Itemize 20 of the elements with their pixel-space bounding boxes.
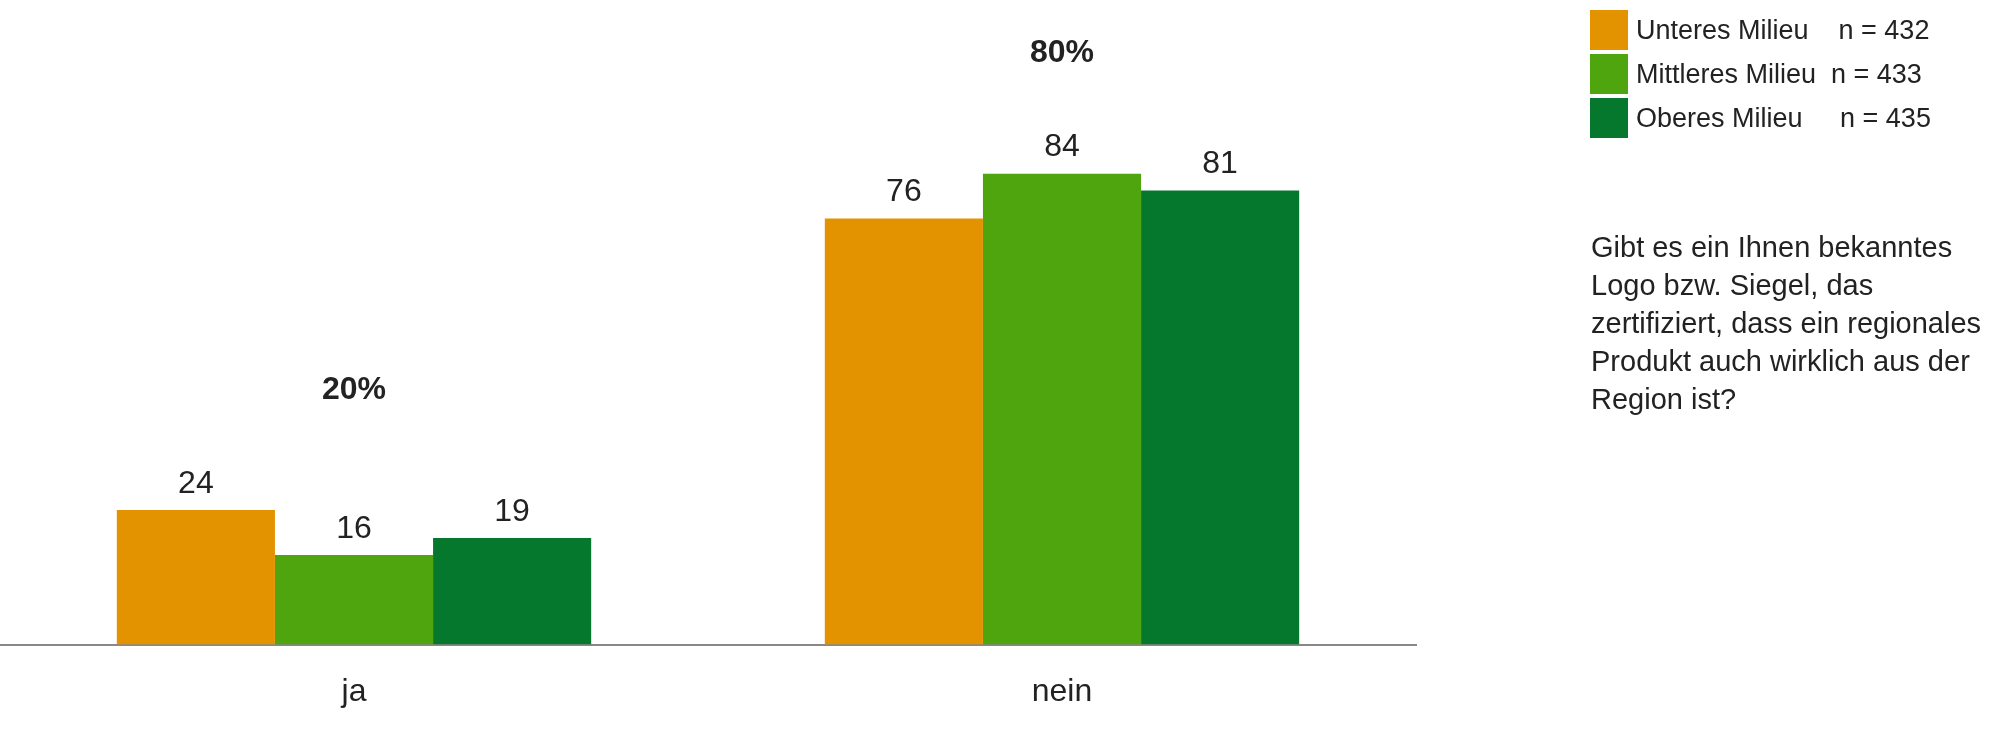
bar	[824, 218, 983, 645]
annotation: 20%	[321, 369, 387, 406]
text: 80%	[1029, 33, 1095, 70]
legend-label: Unteres Milieu n = 432	[1636, 14, 1930, 46]
x-tick-label: ja	[340, 671, 367, 708]
bar	[274, 554, 434, 645]
data-label: 24	[178, 463, 214, 500]
bar	[1141, 190, 1300, 645]
text: Gibt es ein Ihnen bekanntes Logo bzw. Siegel, das zertifiziert, dass ein regionales Produkt auch wirklich aus der Region ist?	[1591, 230, 1983, 417]
data-label: 84	[1044, 127, 1080, 164]
bar	[982, 173, 1142, 645]
legend-label: Mittleres Milieu n = 433	[1636, 58, 1922, 90]
legend-label: Oberes Milieu n = 435	[1636, 102, 1931, 134]
data-label: 16	[336, 508, 372, 545]
bar	[433, 538, 592, 645]
data-label: 76	[886, 172, 922, 209]
bar	[116, 510, 275, 645]
data-label: 81	[1202, 144, 1238, 181]
x-tick-label: nein	[1031, 671, 1093, 708]
data-label: 19	[494, 491, 530, 528]
